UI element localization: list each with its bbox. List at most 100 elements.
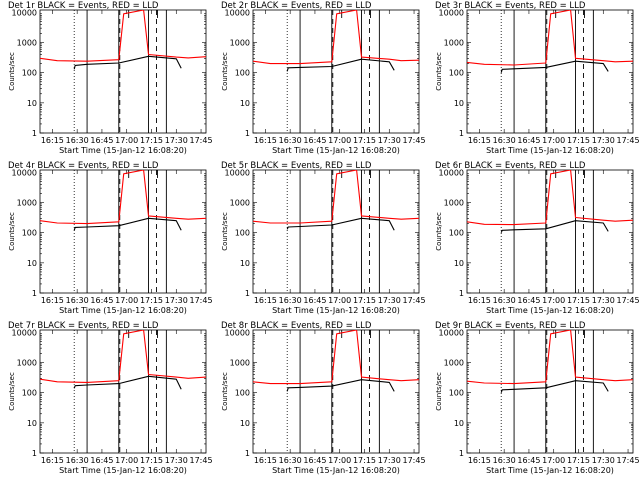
- x-tick-label: 17:15: [567, 296, 590, 305]
- y-tick-label: 10000: [225, 168, 250, 177]
- x-tick-label: 17:45: [616, 456, 639, 465]
- y-axis-label: Counts/sec: [8, 372, 16, 411]
- y-tick-label: 1000: [443, 39, 463, 48]
- x-tick-label: 17:30: [378, 456, 401, 465]
- lld-series-line: [466, 10, 633, 66]
- y-tick-label: 10: [240, 99, 250, 108]
- x-tick-label: 17:00: [542, 456, 565, 465]
- chart-panel: Det 5r BLACK = Events, RED = LLD 1 10 100 10…: [213, 160, 426, 320]
- y-tick-label: 1: [245, 129, 250, 138]
- y-tick-label: 10: [240, 259, 250, 268]
- x-tick-label: 17:45: [403, 456, 426, 465]
- x-tick-label: 17:45: [616, 296, 639, 305]
- x-tick-label: 16:30: [492, 456, 515, 465]
- x-tick-label: 17:15: [140, 456, 163, 465]
- chart-svg: Det 2r BLACK = Events, RED = LLD 1 10 100 10…: [221, 1, 426, 155]
- chart-svg: Det 4r BLACK = Events, RED = LLD 1 10 100 10…: [8, 161, 213, 315]
- x-tick-label: 17:15: [140, 296, 163, 305]
- plot-frame: [466, 169, 634, 294]
- y-axis: [466, 13, 633, 134]
- chart-svg: Det 3r BLACK = Events, RED = LLD 1 10 100 10…: [435, 1, 640, 155]
- plot-frame: [39, 329, 207, 454]
- y-axis: [466, 173, 633, 294]
- y-tick-label: 10000: [438, 8, 463, 17]
- events-series-line: [286, 379, 396, 392]
- x-tick-label: 17:15: [567, 456, 590, 465]
- x-tick-label: 17:45: [190, 136, 213, 145]
- y-tick-label: 1: [459, 129, 464, 138]
- y-tick-label: 10: [27, 99, 37, 108]
- x-tick-label: 16:15: [254, 296, 277, 305]
- x-tick-label: 16:45: [90, 136, 113, 145]
- x-tick-label: 17:30: [378, 296, 401, 305]
- lld-series-line: [40, 10, 206, 62]
- x-tick-label: 17:00: [542, 296, 565, 305]
- chart-title: Det 8r BLACK = Events, RED = LLD: [221, 321, 372, 331]
- chart-title: Det 2r BLACK = Events, RED = LLD: [221, 1, 372, 11]
- x-tick-label: 17:15: [353, 456, 376, 465]
- chart-panel: Det 9r BLACK = Events, RED = LLD 1 10 100 10…: [427, 320, 640, 480]
- chart-title: Det 9r BLACK = Events, RED = LLD: [435, 321, 586, 331]
- chart-title: Det 7r BLACK = Events, RED = LLD: [8, 321, 159, 331]
- x-tick-label: 17:30: [378, 136, 401, 145]
- x-tick-label: 16:15: [468, 456, 491, 465]
- chart-title: Det 1r BLACK = Events, RED = LLD: [8, 1, 159, 11]
- y-tick-label: 100: [448, 389, 463, 398]
- plot-frame: [252, 169, 420, 294]
- y-tick-label: 10: [453, 419, 463, 428]
- lld-series-line: [466, 170, 633, 226]
- plot-frame: [39, 9, 207, 134]
- events-series-line: [287, 217, 396, 231]
- y-tick-label: 1: [32, 289, 37, 298]
- chart-svg: Det 9r BLACK = Events, RED = LLD 1 10 100 10…: [435, 321, 640, 475]
- x-tick-label: 17:30: [165, 296, 188, 305]
- x-tick-label: 17:15: [567, 136, 590, 145]
- chart-svg: Det 1r BLACK = Events, RED = LLD 1 10 100 10…: [8, 1, 213, 155]
- plot-frame: [39, 169, 207, 294]
- y-tick-label: 100: [22, 389, 37, 398]
- x-axis-label: Start Time (15-Jan-12 16:08:20): [486, 146, 614, 155]
- y-tick-label: 1000: [230, 39, 250, 48]
- x-tick-label: 16:30: [279, 296, 302, 305]
- plot-frame: [252, 9, 420, 134]
- lld-series-line: [40, 170, 206, 225]
- events-series-line: [73, 55, 182, 70]
- y-tick-label: 1: [245, 289, 250, 298]
- events-series-line: [73, 217, 182, 231]
- chart-panel: Det 7r BLACK = Events, RED = LLD 1 10 100 10…: [0, 320, 213, 480]
- x-tick-label: 16:15: [254, 456, 277, 465]
- y-tick-label: 10: [453, 99, 463, 108]
- y-tick-label: 1: [245, 449, 250, 458]
- x-tick-label: 17:45: [616, 136, 639, 145]
- x-tick-label: 17:45: [190, 296, 213, 305]
- x-axis-label: Start Time (15-Jan-12 16:08:20): [486, 466, 614, 475]
- y-tick-label: 1000: [17, 39, 37, 48]
- x-tick-label: 17:00: [115, 136, 138, 145]
- x-tick-label: 17:30: [165, 136, 188, 145]
- x-tick-label: 16:15: [41, 456, 64, 465]
- lld-series-line: [253, 170, 420, 224]
- x-tick-label: 17:30: [591, 296, 614, 305]
- y-tick-label: 1: [459, 449, 464, 458]
- x-tick-label: 16:15: [41, 296, 64, 305]
- x-tick-label: 17:30: [165, 456, 188, 465]
- y-tick-label: 1000: [443, 199, 463, 208]
- events-series-line: [500, 220, 609, 233]
- y-axis: [253, 13, 420, 134]
- lld-series-line: [253, 330, 420, 385]
- x-tick-label: 16:30: [66, 456, 89, 465]
- chart-svg: Det 5r BLACK = Events, RED = LLD 1 10 100 10…: [221, 161, 426, 315]
- x-tick-label: 16:45: [304, 456, 327, 465]
- x-tick-label: 17:00: [115, 456, 138, 465]
- x-tick-label: 16:45: [517, 136, 540, 145]
- chart-panel: Det 3r BLACK = Events, RED = LLD 1 10 100 10…: [427, 0, 640, 160]
- y-tick-label: 1000: [230, 359, 250, 368]
- y-tick-label: 1: [32, 129, 37, 138]
- x-tick-label: 17:00: [329, 456, 352, 465]
- x-tick-label: 16:30: [279, 136, 302, 145]
- y-tick-label: 10000: [438, 328, 463, 337]
- x-tick-label: 17:15: [353, 296, 376, 305]
- y-tick-label: 1: [459, 289, 464, 298]
- y-axis-label: Counts/sec: [435, 52, 443, 91]
- y-tick-label: 100: [235, 229, 250, 238]
